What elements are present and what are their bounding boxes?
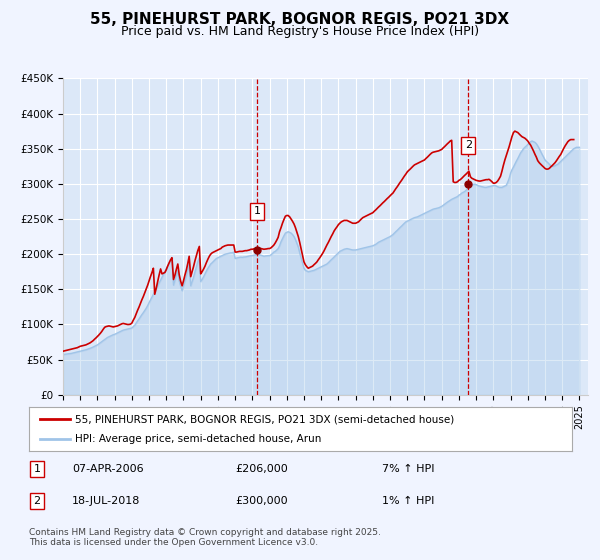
Text: 1: 1: [253, 206, 260, 216]
Text: 07-APR-2006: 07-APR-2006: [72, 464, 144, 474]
Text: £300,000: £300,000: [235, 496, 288, 506]
Text: 55, PINEHURST PARK, BOGNOR REGIS, PO21 3DX (semi-detached house): 55, PINEHURST PARK, BOGNOR REGIS, PO21 3…: [75, 414, 454, 424]
Text: HPI: Average price, semi-detached house, Arun: HPI: Average price, semi-detached house,…: [75, 434, 322, 444]
Text: 2: 2: [464, 140, 472, 150]
Text: £206,000: £206,000: [235, 464, 288, 474]
Text: 55, PINEHURST PARK, BOGNOR REGIS, PO21 3DX: 55, PINEHURST PARK, BOGNOR REGIS, PO21 3…: [91, 12, 509, 27]
Text: Contains HM Land Registry data © Crown copyright and database right 2025.
This d: Contains HM Land Registry data © Crown c…: [29, 528, 380, 547]
Text: 2: 2: [34, 496, 41, 506]
Text: 18-JUL-2018: 18-JUL-2018: [72, 496, 140, 506]
Text: Price paid vs. HM Land Registry's House Price Index (HPI): Price paid vs. HM Land Registry's House …: [121, 25, 479, 38]
Text: 7% ↑ HPI: 7% ↑ HPI: [382, 464, 434, 474]
Text: 1% ↑ HPI: 1% ↑ HPI: [382, 496, 434, 506]
Text: 1: 1: [34, 464, 40, 474]
